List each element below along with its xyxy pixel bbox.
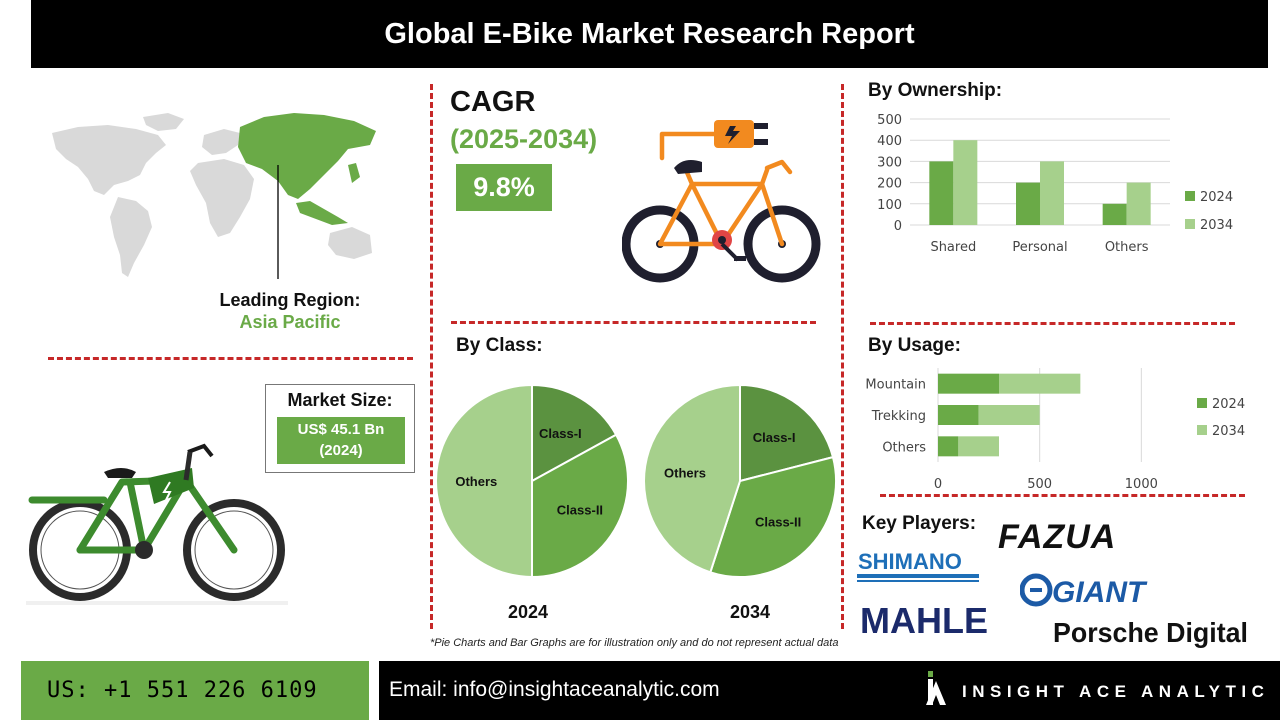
usage-bar-2024 (938, 373, 999, 394)
pie-year-2034: 2034 (730, 602, 771, 622)
electric-bike-plug-icon (622, 120, 821, 283)
logo-mahle: MAHLE (860, 600, 995, 645)
usage-bar-2034 (999, 373, 1081, 394)
ownership-x-tick: Shared (930, 240, 976, 255)
usage-y-tick: Trekking (871, 409, 926, 424)
usage-bar-2024 (938, 405, 979, 425)
svg-text:MAHLE: MAHLE (860, 600, 988, 640)
ownership-y-tick: 100 (877, 198, 902, 213)
pie-year-2024: 2024 (508, 602, 549, 622)
divider-ownership (870, 322, 1235, 325)
divider-usage (880, 494, 1245, 497)
pie-label: Others (664, 465, 706, 480)
usage-legend-label: 2024 (1212, 397, 1245, 412)
usage-bar-2024 (938, 436, 959, 457)
ownership-title: By Ownership: (868, 80, 1003, 101)
ownership-y-tick: 200 (877, 177, 902, 192)
usage-y-tick: Others (882, 440, 926, 455)
ownership-x-tick: Others (1105, 240, 1149, 255)
divider-map (48, 357, 413, 360)
ownership-y-tick: 0 (894, 219, 902, 234)
cagr-title: CAGR (450, 86, 536, 118)
header-title: Global E-Bike Market Research Report (31, 0, 1268, 68)
svg-text:SHIMANO: SHIMANO (858, 549, 962, 574)
ownership-bar-2024 (1016, 182, 1040, 225)
ownership-bar-chart: 0 100 200 300 400 500 Shared Personal Others 2024… (877, 113, 1233, 255)
pie-label: Class-II (755, 515, 801, 530)
cagr-period: (2025-2034) (450, 124, 598, 154)
usage-legend-swatch (1197, 398, 1207, 408)
footer-brand: INSIGHT ACE ANALYTIC (962, 682, 1270, 701)
market-size-value: US$ 45.1 Bn (2024) (277, 417, 405, 464)
usage-legend-swatch (1197, 425, 1207, 435)
class-pie-2034: Class-I Class-II Others (643, 383, 837, 578)
pie-slice-others (435, 383, 533, 579)
footer-email[interactable]: Email: info@insightaceanalytic.com (389, 678, 720, 701)
pie-slice-class-i (739, 383, 835, 483)
logo-fazua: FAZUA (996, 516, 1141, 561)
ownership-y-tick: 300 (877, 155, 902, 170)
ownership-legend-swatch (1185, 191, 1195, 201)
logo-shimano: SHIMANO (857, 548, 982, 591)
market-size-amount: US$ 45.1 Bn (297, 421, 385, 438)
ownership-y-tick: 500 (877, 113, 902, 128)
ownership-bar-2034 (953, 140, 978, 225)
usage-y-tick: Mountain (865, 378, 926, 393)
svg-text:Porsche Digital: Porsche Digital (1053, 617, 1248, 648)
class-pie-2024: Class-I Class-II Others (435, 383, 629, 579)
pie-slice-class-i (531, 383, 618, 483)
usage-title: By Usage: (868, 335, 961, 356)
ownership-bar-2024 (929, 161, 954, 225)
world-map-icon (52, 113, 376, 279)
footer-phone[interactable]: US: +1 551 226 6109 (21, 661, 369, 720)
pie-label: Class-I (539, 426, 582, 441)
divider-cagr (451, 321, 816, 324)
pie-label: Others (455, 474, 497, 489)
class-title: By Class: (456, 335, 543, 356)
pie-label: Class-I (753, 430, 796, 445)
divider-right (841, 84, 844, 629)
usage-legend-label: 2034 (1212, 424, 1245, 439)
svg-text:FAZUA: FAZUA (998, 518, 1116, 556)
ownership-legend-label: 2034 (1200, 218, 1233, 233)
market-size-card: Market Size: US$ 45.1 Bn (2024) (265, 384, 415, 473)
usage-x-tick: 1000 (1125, 477, 1158, 492)
disclaimer-note: *Pie Charts and Bar Graphs are for illus… (430, 637, 839, 649)
green-ebike-icon (26, 443, 288, 605)
svg-text:GIANT: GIANT (1052, 576, 1148, 607)
ownership-bar-2024 (1102, 203, 1127, 225)
ownership-y-tick: 400 (877, 134, 902, 149)
leading-region-label: Leading Region: (219, 290, 361, 310)
divider-left (430, 84, 433, 629)
logo-porsche-digital: Porsche Digital (1050, 612, 1250, 657)
pie-slice-class-ii (709, 455, 837, 578)
ownership-bar-2034 (1040, 161, 1064, 225)
usage-x-tick: 500 (1027, 477, 1052, 492)
usage-bar-chart: 0 500 1000 Mountain Trekking Others 2024 2034 (865, 368, 1245, 492)
key-players-title: Key Players: (862, 513, 977, 534)
footer-bar: Email: info@insightaceanalytic.com INSIG… (379, 661, 1280, 720)
brand-logo-icon (926, 671, 946, 705)
usage-bar-2034 (978, 405, 1040, 425)
leading-region-value: Asia Pacific (239, 312, 341, 332)
usage-bar-2034 (958, 436, 999, 457)
usage-x-tick: 0 (934, 477, 942, 492)
logo-giant: GIANT (1019, 573, 1190, 612)
cagr-value-badge: 9.8% (456, 164, 552, 211)
pie-slice-others (643, 383, 741, 574)
market-size-year: (2024) (319, 442, 363, 459)
pie-slice-class-ii (531, 433, 629, 579)
ownership-legend-label: 2024 (1200, 190, 1233, 205)
market-size-label: Market Size: (287, 390, 393, 410)
ownership-bar-2034 (1126, 182, 1151, 225)
ownership-legend-swatch (1185, 219, 1195, 229)
ownership-x-tick: Personal (1012, 240, 1067, 255)
pie-label: Class-II (557, 502, 603, 517)
